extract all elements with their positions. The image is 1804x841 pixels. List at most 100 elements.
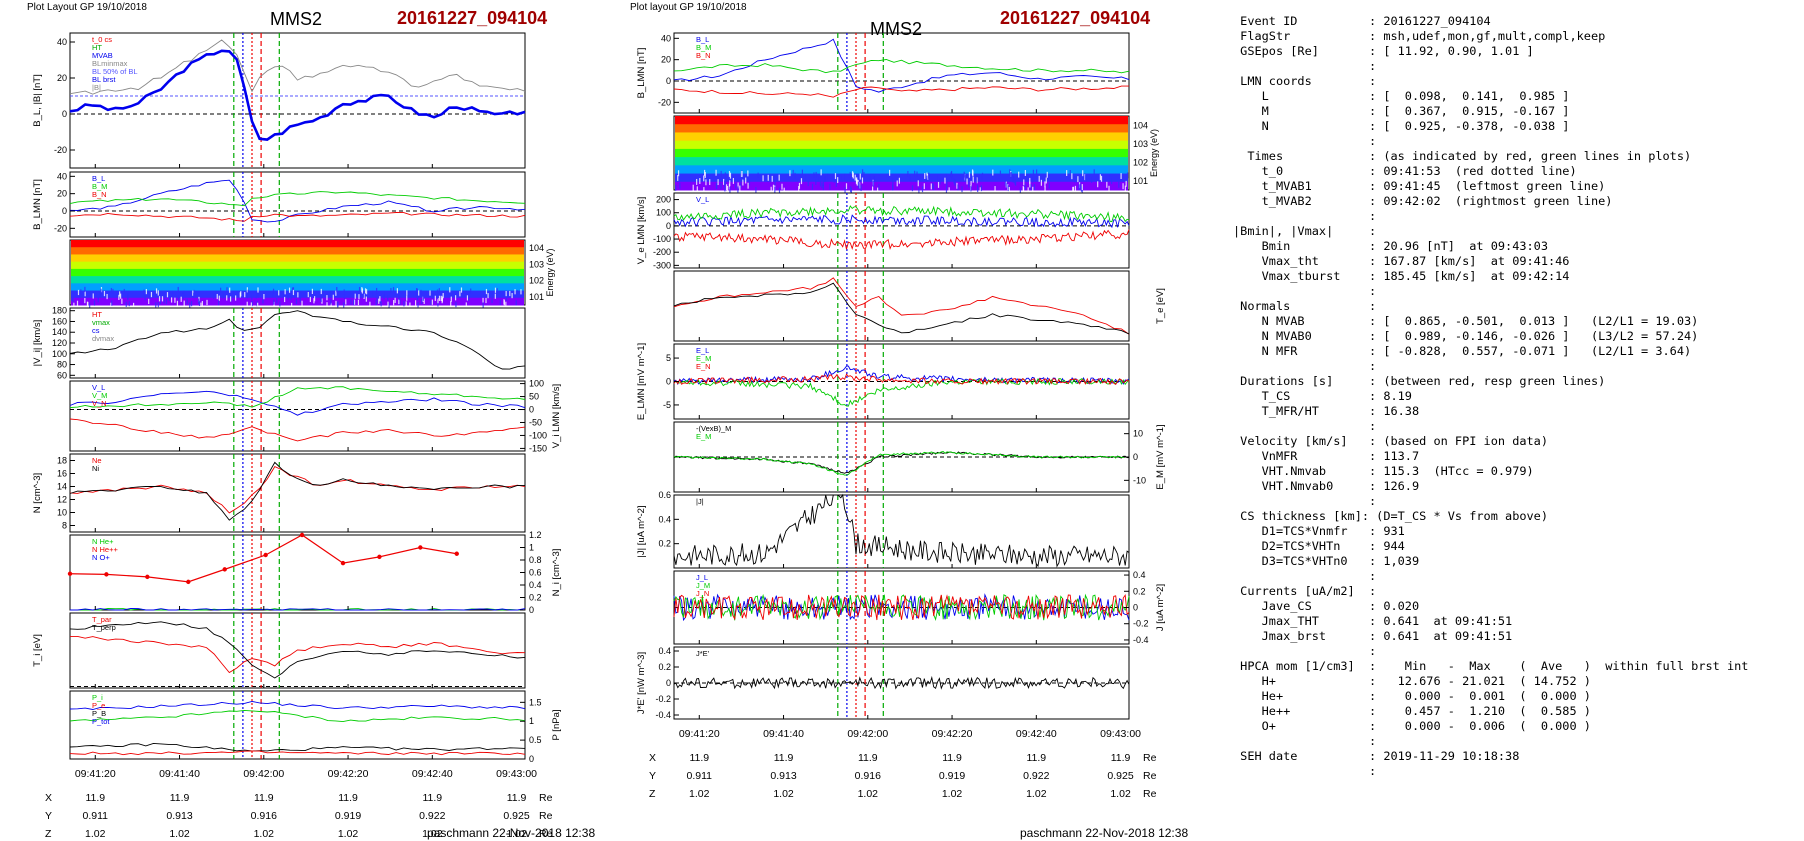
spectrogram-speckle — [97, 297, 99, 303]
summary-line: : — [1233, 494, 1377, 508]
spectrogram-speckle — [1084, 174, 1087, 181]
spectrogram-speckle — [1038, 175, 1040, 182]
spectrogram-speckle — [951, 174, 953, 180]
y-axis-label: V_e LMN [km/s] — [636, 197, 647, 265]
summary-line: : — [1233, 59, 1377, 73]
spectrogram-speckle — [774, 186, 776, 193]
spectrogram-speckle — [953, 177, 955, 184]
y-tick-label: -20 — [54, 223, 67, 233]
spectrogram-speckle — [855, 178, 858, 185]
spectrogram-speckle — [119, 291, 121, 297]
data-point — [104, 572, 109, 577]
spectrogram-speckle — [292, 287, 294, 293]
series-line — [69, 390, 526, 416]
legend-entry: BL brst — [92, 75, 116, 84]
spectrogram-speckle — [465, 302, 467, 308]
spectrogram-speckle — [1126, 172, 1129, 179]
spectrogram-speckle — [358, 294, 360, 300]
spectrogram-speckle — [850, 186, 852, 193]
y-tick-label: 40 — [57, 37, 67, 47]
summary-line: CS thickness [km]: (D=T_CS * Vs from abo… — [1233, 509, 1548, 523]
spectrogram-speckle — [739, 185, 741, 192]
spectrogram-speckle — [1048, 175, 1050, 182]
spectrogram-speckle — [1074, 185, 1077, 192]
y-axis-label: |J| [uA m^-2] — [636, 505, 647, 557]
spectrogram-speckle — [494, 293, 496, 299]
spectrogram-speckle — [376, 287, 378, 294]
y-tick-label: 20 — [661, 55, 671, 65]
spectrogram-speckle — [119, 293, 122, 299]
spectrogram-speckle — [976, 177, 978, 184]
y-tick-label: 8 — [62, 521, 67, 531]
spectrogram-speckle — [729, 186, 731, 193]
y-tick-label: 0.4 — [1133, 570, 1146, 580]
spectrogram-speckle — [798, 182, 801, 189]
spectrogram-speckle — [178, 295, 180, 301]
data-point — [418, 545, 423, 550]
summary-line: Jmax_THT : 0.641 at 09:41:51 — [1233, 614, 1513, 628]
spectrogram-speckle — [1075, 176, 1077, 183]
series-line — [673, 205, 1130, 223]
summary-line: VHT.Nmvab0 : 126.9 — [1233, 479, 1420, 493]
spectrogram-speckle — [1018, 171, 1020, 178]
spectrogram-speckle — [1106, 181, 1108, 188]
spectrogram-speckle — [437, 301, 439, 307]
spectrogram-speckle — [757, 172, 759, 179]
spectrogram-speckle — [436, 294, 439, 300]
left-plot-layout-header: Plot Layout GP 19/10/2018 — [27, 2, 147, 13]
panel-frame — [69, 171, 526, 238]
spectrogram-speckle — [143, 289, 145, 295]
spectrogram-speckle — [1093, 169, 1095, 176]
spectrogram-speckle — [1026, 176, 1028, 183]
spectrogram-speckle — [313, 298, 315, 304]
spectrogram-speckle — [283, 291, 285, 298]
spectrogram-speckle — [728, 183, 731, 190]
position-unit: Re — [1143, 752, 1157, 764]
spectrogram-speckle — [361, 287, 363, 293]
spectrogram-speckle — [1019, 187, 1021, 194]
summary-line: Times : (as indicated by red, green line… — [1233, 149, 1692, 163]
legend-entry: Ni — [92, 464, 99, 473]
summary-line: Vmax_tburst : 185.45 [km/s] at 09:42:14 — [1233, 269, 1570, 283]
y-tick-label: 101 — [529, 292, 544, 302]
spectrogram-speckle — [93, 300, 96, 306]
spectrogram-speckle — [180, 296, 182, 302]
y-tick-label: 101 — [1133, 176, 1148, 186]
spectrogram-speckle — [1032, 186, 1034, 193]
y-tick-label: 140 — [52, 327, 67, 337]
panel-frame — [69, 307, 526, 379]
spectrogram-speckle — [182, 293, 184, 300]
summary-line: GSEpos [Re] : [ 11.92, 0.90, 1.01 ] — [1233, 44, 1534, 58]
spectrogram-speckle — [926, 175, 928, 182]
spectrogram-speckle — [514, 289, 516, 295]
spectrogram-speckle — [869, 175, 871, 182]
spectrogram-speckle — [815, 171, 817, 178]
summary-line: : — [1233, 419, 1377, 433]
series-line — [70, 608, 526, 611]
y-tick-label: 0.4 — [658, 646, 671, 656]
position-value: 0.925 — [503, 810, 529, 822]
spectrogram-speckle — [1048, 182, 1050, 189]
spectrogram-speckle — [917, 180, 919, 187]
spectrogram-speckle — [380, 301, 382, 307]
spectrogram-speckle — [330, 299, 332, 305]
spectrogram-speckle — [384, 291, 386, 297]
spectrogram-speckle — [383, 294, 385, 300]
spectrogram-speckle — [675, 184, 677, 191]
spectrogram-speckle — [213, 293, 215, 300]
y-axis-label: J [uA m^-2] — [1155, 584, 1166, 631]
y-axis-label: B_LMN [nT] — [32, 179, 43, 230]
y-tick-label: -5 — [663, 400, 671, 410]
y-axis-label: B_L, |B| [nT] — [32, 74, 43, 126]
spectrogram-speckle — [807, 180, 809, 187]
spectrogram-band — [71, 297, 524, 306]
spectrogram-speckle — [288, 287, 291, 293]
legend-entry: N He++ — [92, 545, 118, 554]
legend-entry: E_M — [696, 432, 711, 441]
spectrogram-speckle — [436, 289, 439, 295]
time-tick-label: 09:41:20 — [75, 768, 116, 780]
spectrogram-speckle — [1125, 180, 1127, 187]
spectrogram-speckle — [1022, 187, 1025, 193]
spectrogram-speckle — [704, 169, 706, 176]
summary-line: T_CS : 8.19 — [1233, 389, 1412, 403]
